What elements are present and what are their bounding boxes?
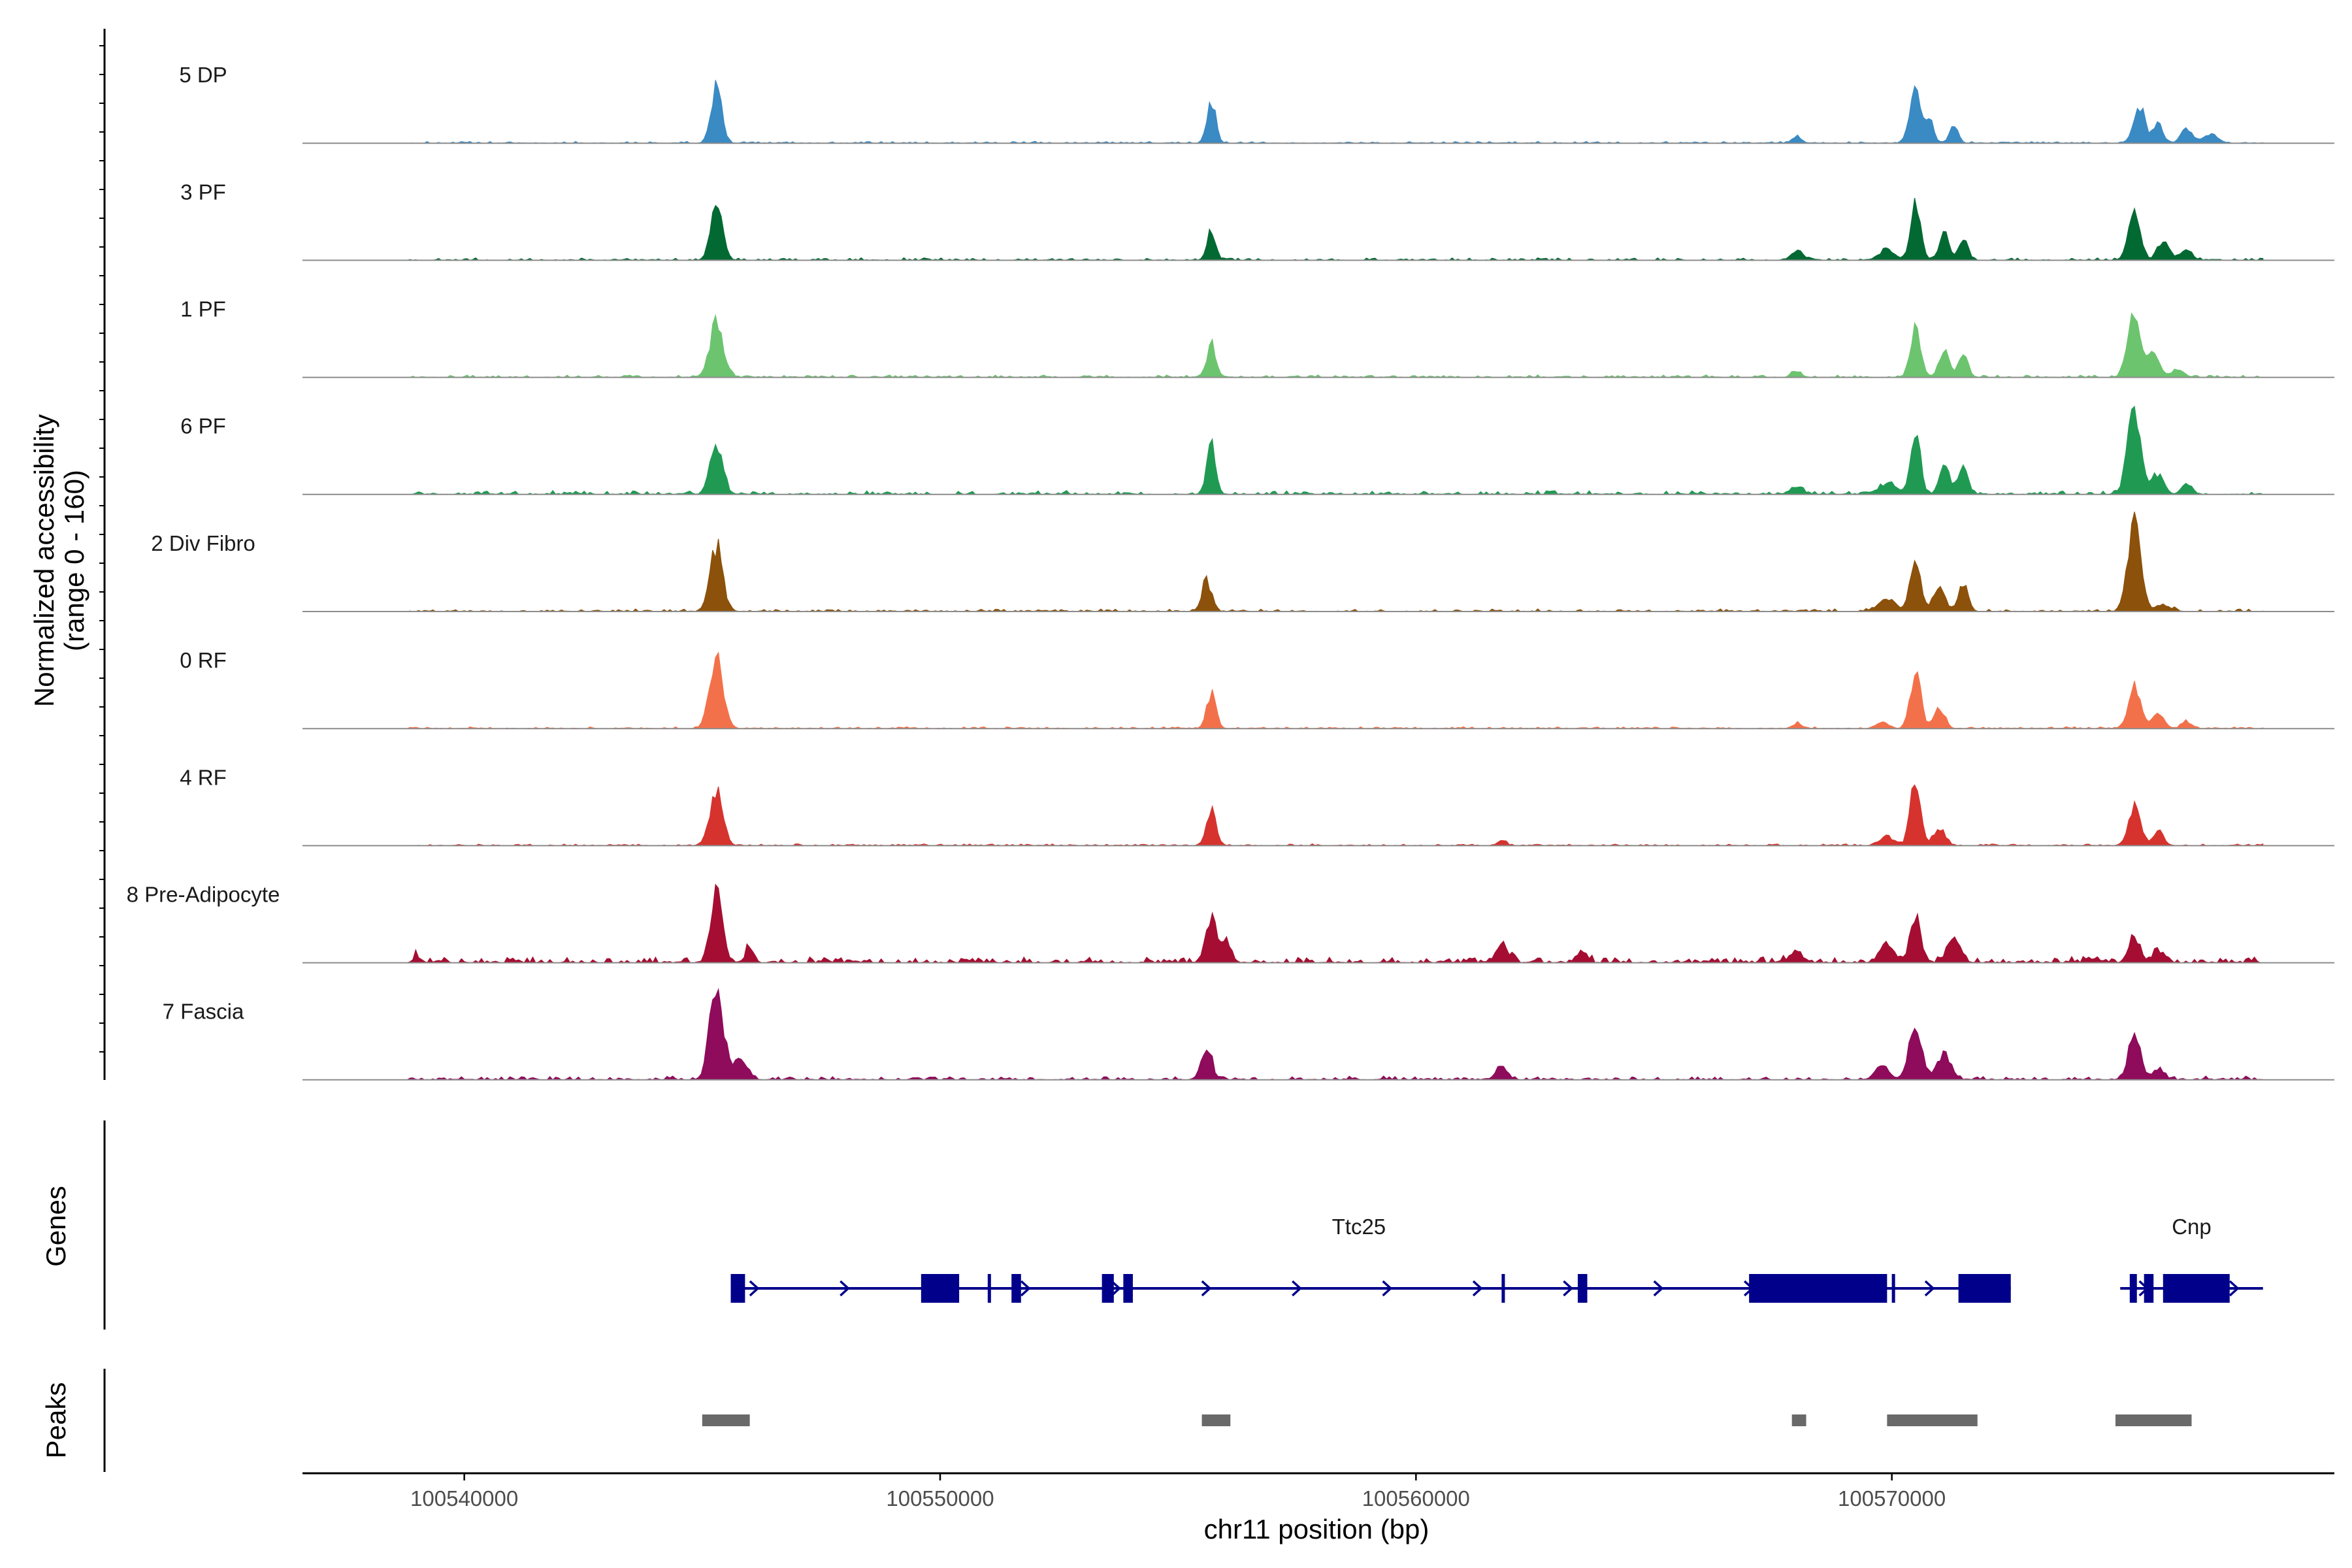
gene-exon-0-8 [1749, 1274, 1887, 1303]
coverage-area-track-3 [407, 405, 2264, 495]
strand-arrow [1111, 1280, 1122, 1297]
track-label-4: 2 Div Fibro [151, 531, 255, 555]
gene-exon-0-3 [1011, 1274, 1021, 1303]
gene-exon-1-0 [2129, 1274, 2137, 1303]
coverage-tracks [302, 80, 2334, 1081]
strand-arrow [1292, 1280, 1302, 1297]
strand-arrow [840, 1280, 850, 1297]
y-axis-title: Normalized accessibility [29, 414, 59, 707]
gene-exon-1-2 [2163, 1274, 2230, 1303]
strand-arrow [1382, 1280, 1393, 1297]
coverage-area-track-6 [407, 784, 2264, 847]
strand-arrow [1020, 1280, 1031, 1297]
coverage-area-track-1 [407, 197, 2264, 261]
strand-arrow [1924, 1280, 1935, 1297]
genes-axis-title: Genes [41, 1186, 71, 1267]
gene-models: Ttc25 Cnp [730, 1215, 2263, 1303]
coverage-area-track-7 [407, 883, 2264, 964]
x-tick-label: 100560000 [1362, 1486, 1470, 1511]
gene-exon-0-9 [1891, 1274, 1895, 1303]
gene-exon-0-4 [1102, 1274, 1114, 1303]
peak-region-1 [1201, 1414, 1231, 1426]
track-label-0: 5 DP [179, 63, 227, 87]
x-tick-label: 100550000 [886, 1486, 994, 1511]
track-label-7: 8 Pre-Adipocyte [127, 883, 280, 907]
peak-region-2 [1791, 1414, 1806, 1426]
gene-exon-0-7 [1577, 1274, 1588, 1303]
gene-exon-0-1 [921, 1274, 960, 1303]
coverage-area-track-8 [406, 987, 2264, 1081]
coverage-area-track-0 [407, 80, 2264, 144]
strand-arrow [749, 1280, 760, 1297]
peak-region-0 [702, 1414, 750, 1426]
peak-region-3 [1887, 1414, 1978, 1426]
coverage-area-track-2 [407, 312, 2263, 378]
y-axis-range: (range 0 - 160) [59, 470, 90, 651]
track-labels: 5 DP 3 PF 1 PF 6 PF 2 Div Fibro 0 RF 4 RF 8 Pre… [127, 63, 280, 1024]
gene-label-1: Cnp [2172, 1215, 2212, 1239]
peak-region-4 [2115, 1414, 2192, 1426]
track-label-5: 0 RF [180, 648, 227, 672]
gene-exon-0-6 [1501, 1274, 1505, 1303]
track-label-6: 4 RF [180, 765, 227, 789]
x-axis-ticks: 100540000 100550000 100560000 100570000 [410, 1473, 1946, 1511]
gene-exon-0-0 [730, 1274, 745, 1303]
coverage-area-track-5 [406, 651, 2264, 729]
strand-arrow [1653, 1280, 1664, 1297]
accessibility-y-ticks [99, 45, 105, 1053]
track-label-1: 3 PF [180, 180, 226, 204]
gene-label-0: Ttc25 [1332, 1215, 1386, 1239]
strand-arrow [1563, 1280, 1573, 1297]
peaks-axis-title: Peaks [41, 1382, 71, 1459]
strand-arrow [1201, 1280, 1212, 1297]
track-label-8: 7 Fascia [163, 1000, 244, 1024]
coverage-area-track-4 [407, 512, 2264, 612]
x-tick-label: 100540000 [410, 1486, 518, 1511]
gene-exon-0-5 [1123, 1274, 1133, 1303]
strand-arrow [2229, 1280, 2240, 1297]
strand-arrow [1472, 1280, 1483, 1297]
peak-regions [702, 1414, 2192, 1426]
gene-exon-0-2 [987, 1274, 991, 1303]
gene-exon-1-1 [2144, 1274, 2154, 1303]
x-axis-title: chr11 position (bp) [1204, 1514, 1429, 1544]
gene-exon-0-10 [1958, 1274, 2011, 1303]
track-label-2: 1 PF [180, 297, 226, 321]
track-label-3: 6 PF [180, 414, 226, 438]
x-tick-label: 100570000 [1838, 1486, 1946, 1511]
